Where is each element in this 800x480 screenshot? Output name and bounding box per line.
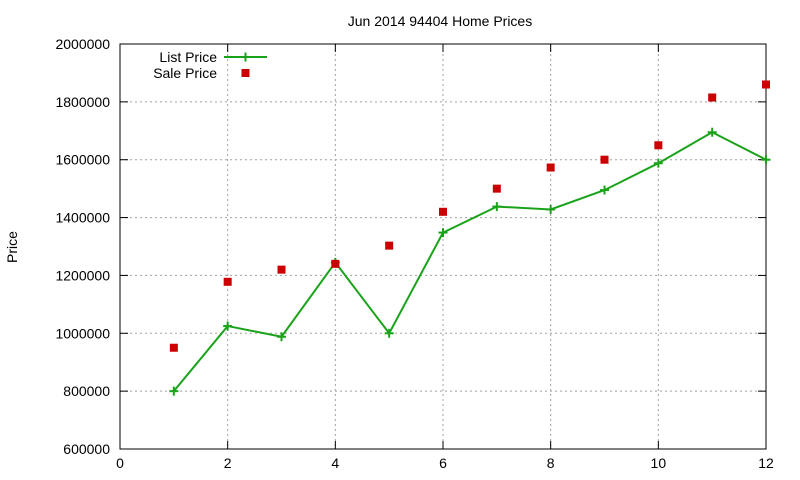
y-tick-label: 1200000: [55, 267, 110, 283]
data-point: [492, 202, 502, 212]
legend-label: List Price: [159, 49, 217, 65]
data-point: [277, 332, 286, 342]
data-point: [223, 277, 232, 286]
data-point: [439, 207, 447, 216]
data-point: [708, 93, 717, 102]
y-tick-label: 600000: [63, 441, 110, 457]
legend-label: Sale Price: [153, 65, 217, 81]
data-point: [653, 158, 663, 168]
y-tick-label: 1800000: [55, 94, 110, 110]
x-tick-label: 0: [116, 455, 124, 471]
y-tick-label: 2000000: [55, 36, 110, 52]
series-list-price: [169, 127, 771, 396]
data-point: [600, 185, 609, 195]
y-tick-label: 1000000: [55, 325, 110, 341]
y-axis-label: Price: [4, 231, 20, 263]
data-point: [654, 141, 663, 150]
x-tick-label: 10: [651, 455, 667, 471]
tick-layer: 600000 800000 1000000 1200000 1400000 1600000…: [55, 36, 774, 471]
grid-layer: [120, 44, 766, 449]
chart-title: Jun 2014 94404 Home Prices: [348, 13, 532, 29]
series-sale-price: [169, 80, 770, 352]
data-point: [384, 328, 394, 338]
x-tick-label: 2: [224, 455, 232, 471]
data-point: [546, 163, 555, 172]
data-point: [331, 259, 340, 268]
series-layer: [169, 80, 771, 396]
data-point: [241, 52, 250, 62]
y-tick-label: 1400000: [55, 210, 110, 226]
data-point: [277, 265, 286, 274]
legend-entry: List Price: [159, 49, 267, 65]
data-point: [385, 241, 394, 250]
x-tick-label: 4: [331, 455, 339, 471]
data-point: [438, 228, 448, 238]
data-point: [169, 386, 179, 396]
data-point: [492, 184, 501, 193]
data-point: [546, 204, 556, 214]
y-tick-label: 800000: [63, 383, 110, 399]
data-point: [241, 69, 250, 77]
data-point: [762, 80, 770, 89]
y-tick-label: 1600000: [55, 152, 110, 168]
data-point: [761, 155, 771, 165]
x-tick-label: 12: [758, 455, 774, 471]
data-point: [223, 321, 233, 331]
data-point: [707, 127, 717, 137]
legend-entry: Sale Price: [153, 65, 250, 81]
series-line: [173, 131, 767, 392]
data-point: [600, 155, 609, 164]
x-tick-label: 6: [439, 455, 447, 471]
x-tick-label: 8: [547, 455, 555, 471]
data-point: [169, 343, 178, 352]
